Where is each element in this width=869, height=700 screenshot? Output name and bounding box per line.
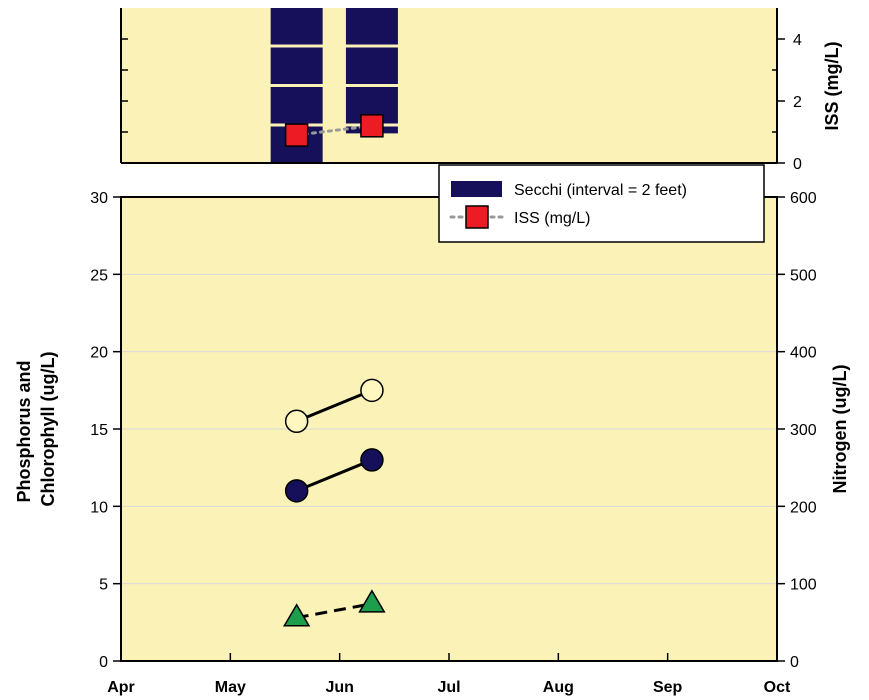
x-tick-label: Jul: [437, 679, 460, 696]
left-tick-label: 30: [90, 190, 108, 207]
iss-line: [295, 124, 374, 137]
secchi-bar-segment: [270, 47, 323, 84]
top-left-ticks: [121, 38, 128, 133]
secchi-bar-segment: [270, 8, 323, 45]
bottom-panel: 0 5 10 15 20 25 30 0 100 200 300 400 500 600 Apr May J…: [14, 190, 850, 696]
right-tick-label: 300: [790, 422, 817, 439]
right-tick-label: 100: [790, 577, 817, 594]
legend-iss-marker: [465, 205, 489, 229]
left-axis-title-line-1: Phosphorus and: [14, 361, 34, 503]
iss-point: [360, 114, 384, 138]
x-tick-label: Aug: [543, 679, 574, 696]
top-right-tick-label: 4: [793, 32, 802, 49]
x-tick-label: Oct: [764, 679, 791, 696]
filled-circle-point: [284, 479, 309, 503]
bottom-right-ticks: 0 100 200 300 400 500 600: [777, 190, 817, 671]
left-tick-label: 15: [90, 422, 108, 439]
bottom-left-axis-title: Phosphorus and Chlorophyll (ug/L): [14, 352, 58, 507]
right-tick-label: 0: [790, 654, 799, 671]
right-tick-label: 500: [790, 267, 817, 284]
legend: Secchi (interval = 2 feet) ISS (mg/L): [438, 164, 765, 243]
left-tick-label: 20: [90, 345, 108, 362]
left-tick-label: 5: [99, 577, 108, 594]
legend-box: [438, 164, 765, 243]
top-right-ticks: 0 2 4: [772, 32, 802, 173]
right-tick-label: 200: [790, 499, 817, 516]
open-circle-point: [360, 378, 384, 403]
open-circle-point: [284, 409, 309, 434]
filled-circle-point: [360, 448, 384, 472]
filled-circle-line: [296, 458, 373, 493]
x-tick-label: May: [215, 679, 246, 696]
x-tick-label: Jun: [325, 679, 353, 696]
triangle-line: [296, 602, 373, 620]
bottom-right-axis-title: Nitrogen (ug/L): [830, 365, 850, 494]
bottom-left-ticks: 0 5 10 15 20 25 30: [90, 190, 121, 671]
bottom-gridlines: [121, 273, 777, 585]
bottom-x-ticks: Apr May Jun Jul Aug Sep Oct: [107, 653, 791, 696]
triangle-point: [282, 603, 311, 627]
right-tick-label: 600: [790, 190, 817, 207]
top-right-tick-label: 2: [793, 94, 802, 111]
left-tick-label: 10: [90, 499, 108, 516]
iss-point: [284, 123, 309, 147]
open-circle-line: [296, 388, 373, 423]
x-tick-label: Apr: [107, 679, 135, 696]
top-plot-background: [121, 8, 777, 163]
iss-series: [284, 114, 384, 147]
top-panel: 0 2 4 ISS (mg/L): [120, 8, 842, 173]
legend-secchi-swatch: [451, 181, 502, 197]
top-right-tick-label: 0: [793, 156, 802, 173]
legend-iss-label: ISS (mg/L): [514, 210, 590, 227]
secchi-bar-segment: [345, 8, 398, 45]
secchi-bar-segment: [270, 87, 323, 124]
triangle-point: [358, 589, 386, 613]
x-tick-label: Sep: [653, 679, 683, 696]
secchi-bar-segment: [345, 47, 398, 84]
bottom-series: [282, 378, 386, 627]
left-tick-label: 25: [90, 267, 108, 284]
left-axis-title-line-2: Chlorophyll (ug/L): [38, 352, 58, 507]
top-right-axis-title: ISS (mg/L): [822, 41, 842, 130]
left-tick-label: 0: [99, 654, 108, 671]
legend-secchi-label: Secchi (interval = 2 feet): [514, 182, 687, 199]
right-tick-label: 400: [790, 345, 817, 362]
